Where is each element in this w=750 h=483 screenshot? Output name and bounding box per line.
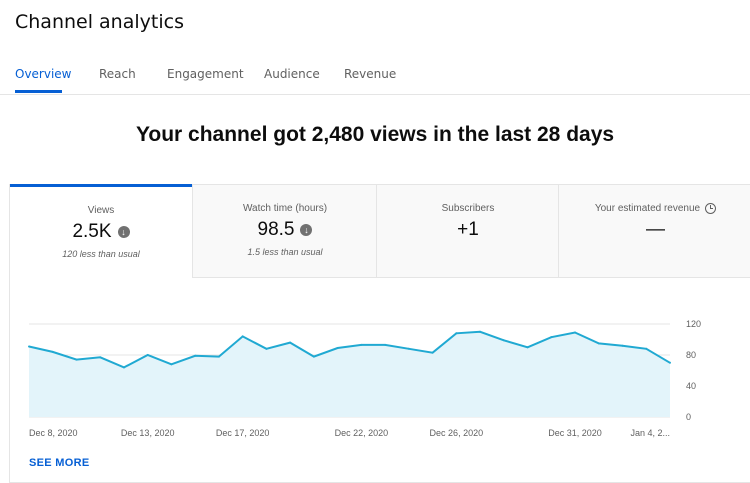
x-tick-label: Dec 13, 2020 <box>121 428 175 438</box>
stat-comparison: 1.5 less than usual <box>247 247 323 257</box>
down-arrow-icon: ↓ <box>300 224 313 236</box>
tab-overview[interactable]: Overview <box>15 67 72 81</box>
x-tick-label: Dec 26, 2020 <box>430 428 484 438</box>
x-tick-label: Dec 31, 2020 <box>548 428 602 438</box>
stat-subscribers[interactable]: Subscribers +1 <box>376 185 559 278</box>
stat-value: +1 <box>457 219 479 240</box>
views-area <box>29 331 670 417</box>
y-tick-label: 80 <box>686 350 696 360</box>
page-title: Channel analytics <box>15 11 184 33</box>
stat-estimated-revenue[interactable]: Your estimated revenue — <box>558 185 750 278</box>
views-line <box>28 330 671 369</box>
tab-revenue[interactable]: Revenue <box>344 67 397 81</box>
down-arrow-icon: ↓ <box>117 226 130 238</box>
headline: Your channel got 2,480 views in the last… <box>135 123 615 146</box>
clock-icon <box>705 203 717 214</box>
stat-label: Views <box>87 205 115 216</box>
tab-engagement[interactable]: Engagement <box>167 67 244 81</box>
y-tick-label: 120 <box>686 319 701 329</box>
y-axis: 0 40 80 120 <box>686 319 701 422</box>
x-tick-label: Jan 4, 2... <box>630 428 670 438</box>
x-axis: Dec 8, 2020 Dec 13, 2020 Dec 17, 2020 Dec 2… <box>29 428 670 438</box>
see-more-link[interactable]: SEE MORE <box>29 457 90 469</box>
tab-bar: Overview Reach Engagement Audience Reven… <box>0 64 750 95</box>
y-tick-label: 0 <box>686 412 691 422</box>
stat-value: — <box>646 219 665 240</box>
analytics-card: Views 2.5K ↓ 120 less than usual Watch ti… <box>9 184 750 483</box>
tab-reach[interactable]: Reach <box>99 67 136 81</box>
stat-watch-time[interactable]: Watch time (hours) 98.5 ↓ 1.5 less than u… <box>192 185 377 278</box>
stat-views[interactable]: Views 2.5K ↓ 120 less than usual <box>10 184 192 279</box>
x-tick-label: Dec 17, 2020 <box>216 428 270 438</box>
stat-value: 98.5 ↓ <box>193 219 377 241</box>
y-tick-label: 40 <box>686 381 696 391</box>
stat-label: Subscribers <box>441 203 495 214</box>
tab-audience[interactable]: Audience <box>264 67 320 81</box>
active-tab-indicator <box>15 90 62 93</box>
x-tick-label: Dec 22, 2020 <box>335 428 389 438</box>
stat-label: Watch time (hours) <box>242 203 328 214</box>
stat-value: 2.5K ↓ <box>10 221 192 243</box>
stat-comparison: 120 less than usual <box>62 249 140 259</box>
x-tick-label: Dec 8, 2020 <box>29 428 78 438</box>
stat-label: Your estimated revenue <box>559 203 750 214</box>
